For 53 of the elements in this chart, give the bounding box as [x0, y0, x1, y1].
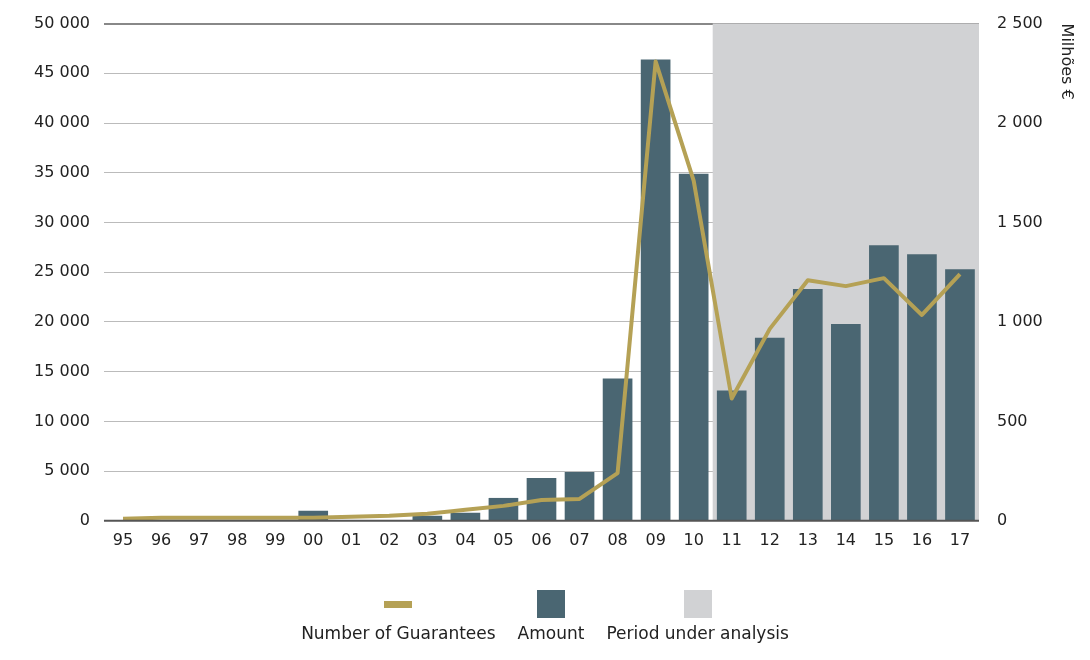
y-tick-label: 45 000: [34, 62, 90, 82]
y2-tick-label: 500: [997, 410, 1028, 430]
y2-tick-label: 1 500: [997, 211, 1043, 231]
legend-label: Number of Guarantees: [301, 623, 496, 643]
bar: [792, 289, 823, 521]
bar: [907, 254, 937, 521]
y2-tick-label: 1 000: [997, 311, 1043, 331]
x-tick-label: 05: [493, 529, 514, 549]
x-tick-label: 09: [645, 529, 666, 549]
x-tick-label: 04: [455, 529, 476, 549]
bar: [754, 337, 785, 521]
x-tick-label: 99: [265, 529, 286, 549]
x-tick-label: 15: [873, 529, 895, 549]
x-tick-label: 98: [226, 529, 248, 549]
y2-tick-label: 2 000: [997, 112, 1043, 132]
y-tick-label: 35 000: [34, 161, 90, 181]
y-tick-label: 10 000: [34, 410, 90, 430]
x-tick-label: 00: [303, 529, 324, 549]
bar: [945, 269, 975, 521]
x-tick-label: 03: [417, 529, 438, 549]
y2-tick-label: 2 500: [997, 12, 1043, 32]
x-tick-label: 17: [949, 529, 971, 549]
x-tick-label: 95: [112, 529, 134, 549]
x-tick-label: 14: [835, 529, 857, 549]
y2-tick-label: 0: [997, 509, 1008, 529]
y-tick-label: 30 000: [34, 211, 90, 231]
y-tick-label: 40 000: [34, 112, 90, 132]
x-tick-label: 08: [607, 529, 628, 549]
y-tick-label: 50 000: [34, 12, 90, 32]
x-tick-label: 97: [188, 529, 210, 549]
bar: [831, 323, 861, 521]
bar: [640, 59, 671, 521]
legend-label: Amount: [517, 623, 585, 643]
y-tick-label: 20 000: [34, 311, 90, 331]
y-tick-label: 5 000: [44, 460, 90, 480]
x-tick-label: 10: [683, 529, 704, 549]
y-tick-label: 0: [79, 509, 90, 529]
legend-label: Period under analysis: [606, 623, 789, 643]
y2-axis-title: Milhões €: [1058, 23, 1078, 100]
x-tick-label: 11: [721, 529, 742, 549]
x-tick-label: 13: [797, 529, 818, 549]
y-tick-label: 15 000: [34, 360, 90, 380]
x-tick-label: 02: [379, 529, 400, 549]
x-tick-label: 07: [569, 529, 590, 549]
y-tick-label: 25 000: [34, 261, 90, 281]
x-tick-label: 12: [759, 529, 780, 549]
bar: [869, 245, 899, 521]
x-tick-label: 01: [341, 529, 362, 549]
x-tick-label: 16: [911, 529, 933, 549]
bar: [716, 390, 747, 521]
bar: [678, 173, 709, 521]
x-tick-label: 06: [531, 529, 552, 549]
x-tick-label: 96: [150, 529, 172, 549]
